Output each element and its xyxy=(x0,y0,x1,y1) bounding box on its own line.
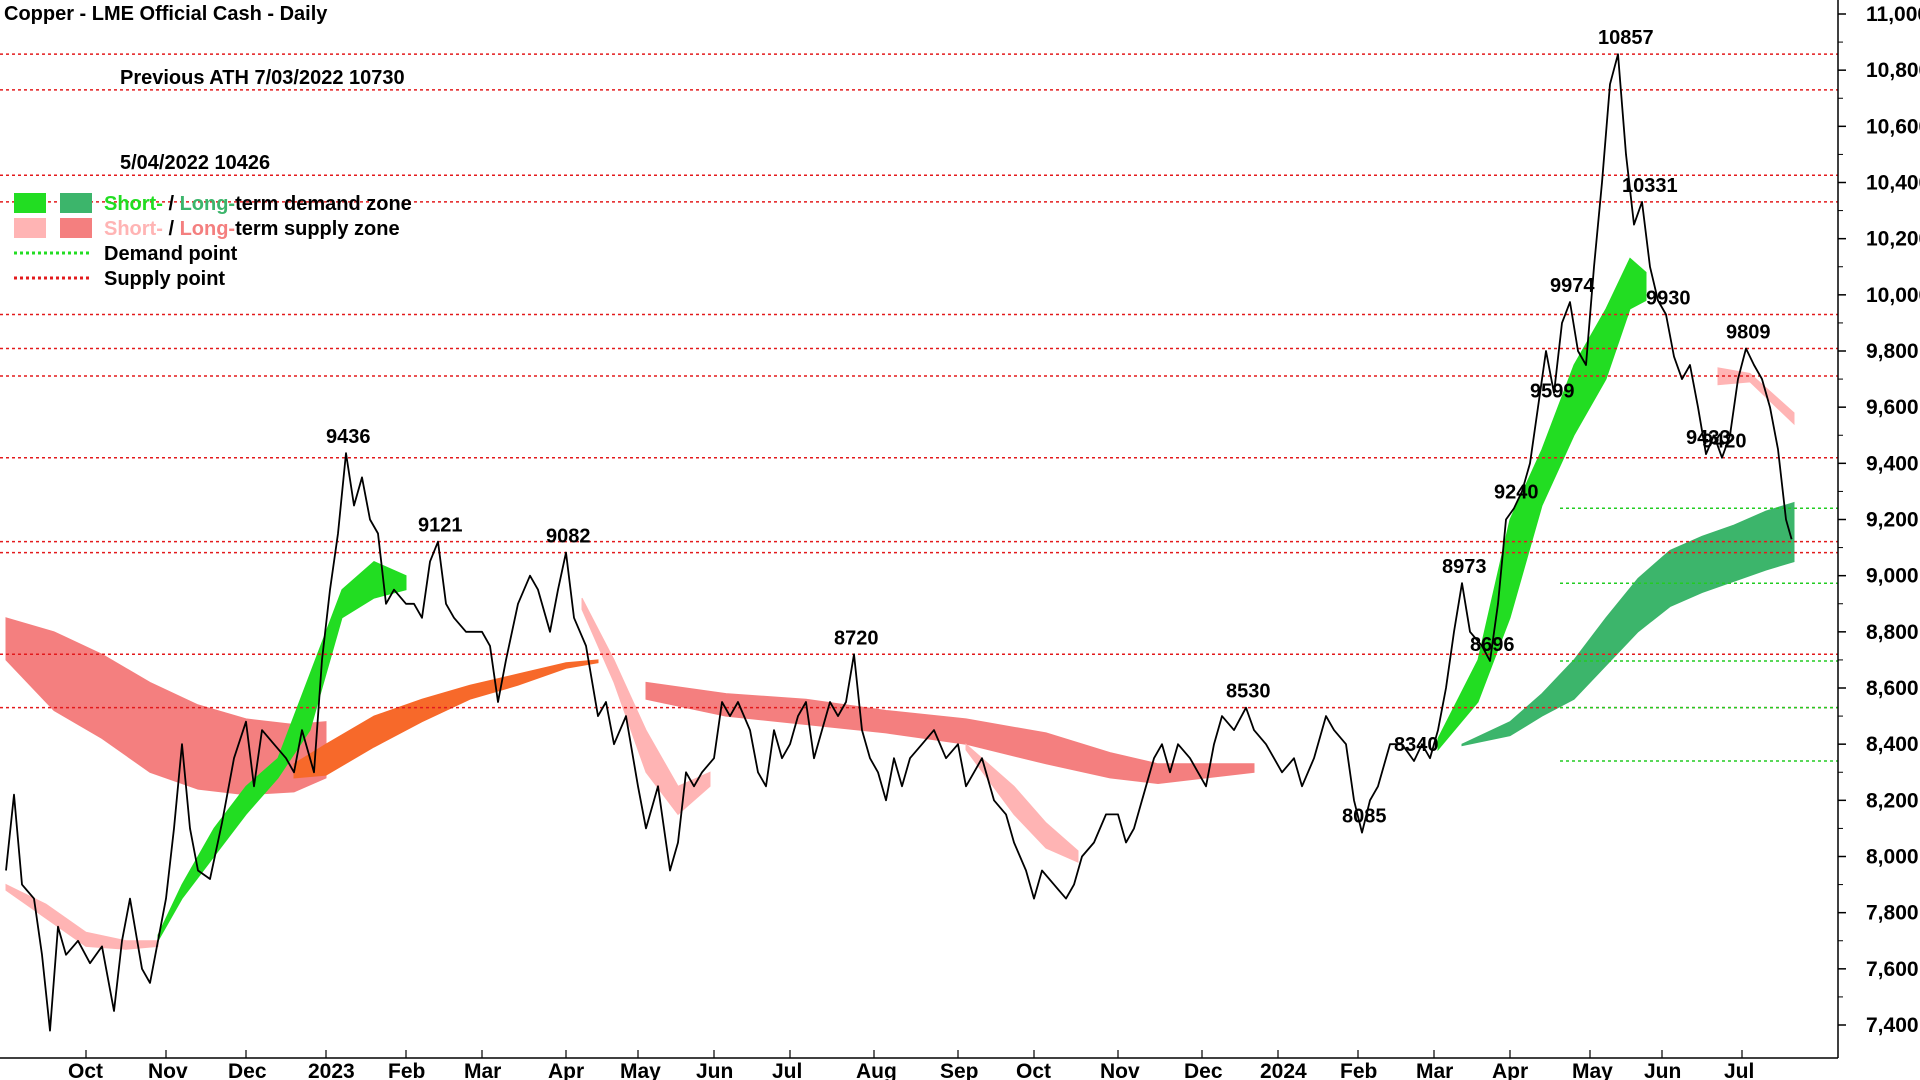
y-tick-label: 9,600 xyxy=(1866,396,1919,419)
x-tick-label: Nov xyxy=(1100,1060,1140,1080)
long-term-demand-zone-0 xyxy=(1461,501,1795,747)
price-annotation: 9809 xyxy=(1726,321,1771,343)
x-tick-label: May xyxy=(1572,1060,1613,1080)
legend-swatch-short xyxy=(14,218,46,238)
x-tick-label: 2024 xyxy=(1260,1060,1307,1080)
price-annotation: 9240 xyxy=(1494,481,1539,503)
y-tick-label: 10,400 xyxy=(1866,172,1920,195)
note-previous-ath: Previous ATH 7/03/2022 10730 xyxy=(120,67,405,89)
price-annotation: 8530 xyxy=(1226,681,1271,703)
price-annotation: 9420 xyxy=(1702,431,1747,453)
y-tick-label: 10,200 xyxy=(1866,228,1920,251)
price-annotation: 9930 xyxy=(1646,287,1691,309)
x-tick-label: Jul xyxy=(772,1060,802,1080)
long-term-crossover-zone-0 xyxy=(293,659,599,779)
x-tick-label: Nov xyxy=(148,1060,188,1080)
price-annotation: 8696 xyxy=(1470,634,1515,656)
legend: Short- / Long-term demand zone Short- / L… xyxy=(14,193,412,290)
legend-label: Short- / Long-term demand zone xyxy=(104,193,412,215)
short-term-supply-zone-0 xyxy=(5,883,159,950)
y-tick-label: 10,600 xyxy=(1866,115,1920,138)
short-term-supply-zone-2 xyxy=(965,743,1079,863)
x-tick-label: Apr xyxy=(548,1060,584,1080)
price-annotation: 9974 xyxy=(1550,275,1595,297)
price-annotation: 8973 xyxy=(1442,556,1487,578)
short-term-supply-zone-1 xyxy=(581,597,711,816)
price-annotation: 9599 xyxy=(1530,380,1575,402)
x-tick-label: Aug xyxy=(856,1060,897,1080)
x-tick-label: Jun xyxy=(696,1060,733,1080)
price-annotation: 9121 xyxy=(418,515,463,537)
x-tick-label: Jun xyxy=(1644,1060,1681,1080)
long-term-supply-zone-0 xyxy=(5,617,327,796)
x-tick-label: Apr xyxy=(1492,1060,1528,1080)
x-tick-label: Jul xyxy=(1724,1060,1754,1080)
price-annotation: 9433 xyxy=(1686,427,1731,449)
x-tick-label: Dec xyxy=(228,1060,267,1080)
y-tick-label: 8,600 xyxy=(1866,677,1919,700)
price-annotation: 10331 xyxy=(1622,175,1678,197)
y-tick-label: 9,800 xyxy=(1866,340,1919,363)
legend-swatch-long xyxy=(60,218,92,238)
y-tick-label: 9,000 xyxy=(1866,565,1919,588)
y-tick-label: 10,800 xyxy=(1866,59,1920,82)
legend-label: Short- / Long-term supply zone xyxy=(104,218,400,240)
chart-title: Copper - LME Official Cash - Daily xyxy=(4,3,328,25)
price-annotation: 8720 xyxy=(834,627,879,649)
y-tick-label: 8,400 xyxy=(1866,733,1919,756)
legend-swatch-short xyxy=(14,193,46,213)
y-tick-label: 8,800 xyxy=(1866,621,1919,644)
x-tick-label: Feb xyxy=(388,1060,425,1080)
y-tick-label: 11,000 xyxy=(1866,3,1920,26)
price-annotation: 8340 xyxy=(1394,734,1439,756)
level-lines-layer xyxy=(0,53,1838,762)
note-april-2022: 5/04/2022 10426 xyxy=(120,152,270,174)
y-tick-label: 7,800 xyxy=(1866,902,1919,925)
y-tick-label: 8,200 xyxy=(1866,789,1919,812)
y-tick-label: 9,200 xyxy=(1866,509,1919,532)
x-tick-label: May xyxy=(620,1060,661,1080)
y-tick-label: 10,000 xyxy=(1866,284,1920,307)
short-term-demand-zone-1 xyxy=(1437,257,1647,752)
y-tick-label: 8,000 xyxy=(1866,846,1919,869)
x-tick-label: Oct xyxy=(68,1060,103,1080)
x-tick-label: Mar xyxy=(464,1060,501,1080)
x-tick-label: 2023 xyxy=(308,1060,355,1080)
price-annotation: 8085 xyxy=(1342,806,1387,828)
price-annotation: 9082 xyxy=(546,526,591,548)
x-tick-label: Feb xyxy=(1340,1060,1377,1080)
legend-label: Supply point xyxy=(104,268,225,290)
legend-swatch-long xyxy=(60,193,92,213)
x-tick-label: Mar xyxy=(1416,1060,1453,1080)
price-annotation: 9436 xyxy=(326,426,371,448)
x-tick-label: Dec xyxy=(1184,1060,1223,1080)
x-tick-label: Oct xyxy=(1016,1060,1051,1080)
price-line xyxy=(5,53,1793,1032)
price-annotation: 10857 xyxy=(1598,27,1654,49)
y-tick-label: 9,400 xyxy=(1866,452,1919,475)
legend-label: Demand point xyxy=(104,243,238,265)
y-tick-label: 7,400 xyxy=(1866,1014,1919,1037)
y-tick-label: 7,600 xyxy=(1866,958,1919,981)
x-tick-label: Sep xyxy=(940,1060,979,1080)
price-layer xyxy=(5,53,1793,1032)
